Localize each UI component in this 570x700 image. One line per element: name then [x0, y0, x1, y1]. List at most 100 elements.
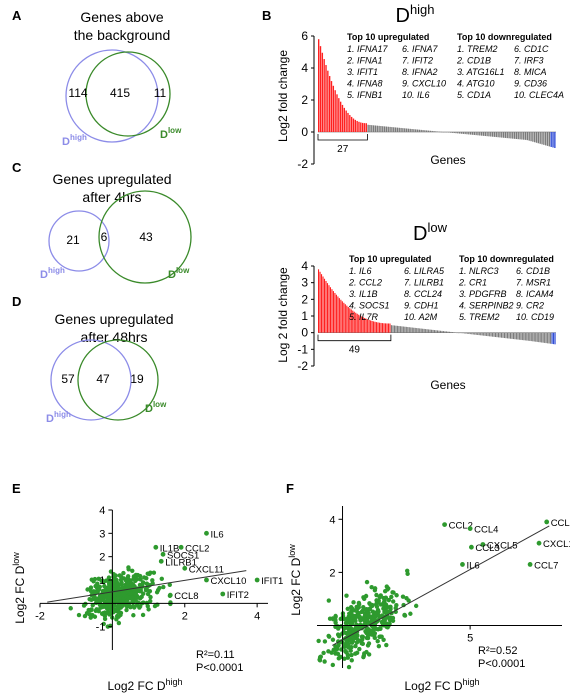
gene-label: CXCL5: [487, 541, 518, 552]
chart-low-title: Dlow: [413, 220, 448, 245]
labeled-point: [442, 522, 448, 527]
ranked-bar: [408, 327, 410, 333]
ranked-bar: [358, 121, 360, 132]
scatter-point: [96, 576, 101, 581]
chart-low-upregulated-bracket: [317, 334, 392, 342]
gene-label: CCL2: [449, 521, 473, 532]
ranked-bar: [456, 332, 458, 334]
labeled-point: [469, 544, 474, 550]
scatter-point: [349, 645, 354, 650]
venn-d-overlap: 47: [96, 372, 110, 386]
scatter-point: [86, 607, 91, 613]
scatter-point: [387, 618, 393, 623]
scatter-point: [168, 600, 173, 605]
chart-high-bars: [318, 39, 556, 148]
scatter-point: [373, 613, 379, 619]
ranked-bar: [437, 131, 439, 132]
scatter-point: [330, 637, 336, 642]
venn-c-low-only: 43: [139, 230, 153, 244]
ranked-bar: [517, 132, 519, 140]
scatter-point: [157, 585, 162, 591]
scatter-point: [404, 595, 409, 601]
scatter-point: [118, 577, 124, 583]
scatter-point: [378, 602, 384, 607]
scatter-point: [384, 584, 389, 589]
scatter-e-r2: R²=0.11: [196, 649, 235, 661]
scatter-point: [346, 642, 351, 647]
ranked-bar: [489, 332, 491, 337]
scatter-point: [402, 612, 407, 618]
ranked-bar: [475, 132, 477, 136]
y-tick-label: -2: [297, 359, 308, 373]
y-tick-label: 1: [99, 575, 105, 587]
scatter-point: [408, 611, 413, 616]
top-down-gene: 10. CD19: [516, 312, 554, 322]
ranked-bar: [486, 332, 488, 337]
scatter-point: [125, 582, 130, 587]
ranked-bar: [429, 130, 432, 132]
ranked-bar: [343, 107, 346, 132]
ranked-bar: [373, 321, 375, 333]
ranked-bar: [393, 127, 395, 132]
ranked-bar: [471, 132, 474, 135]
scatter-point: [344, 593, 349, 598]
ranked-bar: [380, 126, 382, 132]
venn-c-circle-low: [98, 190, 192, 284]
ranked-bar: [454, 332, 456, 333]
ranked-bar: [523, 332, 525, 341]
ranked-bar: [424, 130, 426, 132]
labeled-point: [480, 542, 486, 547]
scatter-point: [114, 591, 119, 597]
ranked-bar: [420, 328, 422, 333]
scatter-point: [121, 599, 127, 604]
gene-label: IL6: [466, 560, 479, 571]
ranked-bar: [552, 132, 554, 148]
scatter-point: [337, 633, 342, 638]
ranked-bar: [381, 323, 384, 333]
scatter-point: [344, 650, 349, 655]
scatter-f-pvalue: P<0.0001: [478, 658, 525, 670]
ranked-bar: [339, 101, 342, 132]
scatter-point: [96, 587, 102, 592]
scatter-point: [82, 613, 88, 619]
ranked-bar: [362, 317, 364, 333]
ranked-bar: [472, 332, 474, 335]
ranked-bar: [361, 316, 363, 333]
ranked-bar: [527, 332, 529, 341]
ranked-bar: [495, 332, 497, 338]
ranked-bar: [548, 332, 550, 344]
scatter-e-axes: -2 2 4 -1 1 2 3 4: [35, 505, 268, 650]
ranked-bar: [398, 127, 400, 132]
ranked-bar: [510, 132, 512, 139]
ranked-bar: [439, 330, 442, 333]
top-down-gene: 3. ATG16L1: [457, 67, 505, 77]
y-tick-label: 2: [301, 93, 308, 107]
venn-panel-a: A Genes above the background 114 415 11 …: [12, 8, 182, 148]
chart-low-bracket-label: 49: [349, 345, 361, 356]
ranked-bar: [437, 330, 439, 333]
ranked-bar: [475, 332, 477, 335]
ranked-bar: [441, 330, 443, 333]
scatter-point: [345, 606, 350, 611]
scatter-point: [333, 647, 339, 652]
scatter-point: [365, 643, 371, 648]
scatter-point: [123, 578, 129, 583]
ranked-bar: [405, 128, 408, 132]
ranked-bar: [554, 332, 556, 345]
ranked-bar: [401, 326, 403, 333]
scatter-point: [144, 587, 150, 592]
scatter-point: [351, 608, 357, 613]
ranked-bar: [411, 129, 413, 132]
ranked-bar: [345, 110, 347, 132]
ranked-bar: [509, 332, 512, 339]
ranked-bar: [442, 331, 445, 333]
scatter-point: [389, 594, 394, 600]
ranked-bar: [445, 331, 448, 333]
ranked-bar: [504, 132, 507, 138]
ranked-bar: [469, 132, 472, 135]
scatter-point: [116, 620, 122, 626]
scatter-point: [150, 581, 155, 586]
